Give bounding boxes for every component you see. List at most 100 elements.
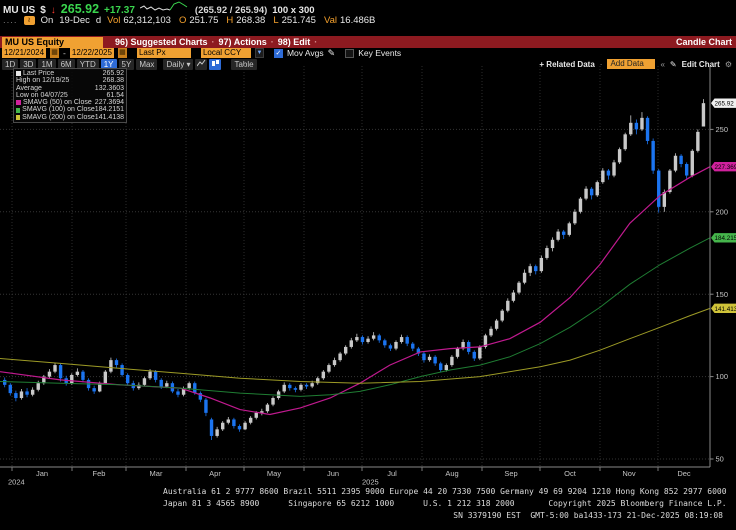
date-to-input[interactable]: 12/22/2025	[69, 48, 114, 58]
candle	[399, 337, 404, 342]
candle	[209, 419, 214, 436]
candle	[422, 353, 426, 361]
menu-item-actions[interactable]: 97) Actions	[218, 37, 267, 47]
frequency-select[interactable]: Daily ▾	[163, 58, 194, 70]
candle	[528, 266, 532, 273]
tab-1d[interactable]: 1D	[2, 58, 19, 70]
ticker: MU US	[3, 5, 36, 16]
menu-item-edit[interactable]: 98) Edit	[277, 37, 311, 47]
x-year-label: 2024	[8, 478, 25, 487]
menu-bar: MU US Equity 96) Suggested Charts · 97) Ac…	[0, 36, 736, 48]
menu-separator: ·	[211, 37, 215, 47]
edit-pencil-icon[interactable]: ✎	[669, 59, 677, 69]
candle	[433, 356, 437, 364]
chevron-down-icon[interactable]: ▼	[254, 48, 264, 58]
sma-line	[0, 237, 711, 397]
sma-line	[0, 307, 711, 384]
candle	[562, 231, 566, 235]
candle	[142, 378, 147, 385]
down-arrow-icon: ↓	[50, 5, 56, 16]
collapse-icon[interactable]: «	[660, 59, 665, 69]
mov-avgs-checkbox[interactable]: ✓	[273, 48, 283, 58]
candle	[567, 223, 571, 235]
legend-row[interactable]: SMAVG (50) on Close 227.3694	[16, 99, 124, 106]
candle	[472, 351, 476, 359]
security-input[interactable]: MU US Equity	[2, 36, 103, 48]
calendar-icon[interactable]: ▦	[50, 48, 60, 58]
chart-legend[interactable]: Last Price 265.92 High on 12/19/25 268.38 Av…	[13, 68, 127, 124]
candle	[461, 341, 465, 349]
x-month-label: Jun	[327, 469, 339, 478]
add-data-input[interactable]: Add Data	[607, 59, 656, 69]
tab-6m[interactable]: 6M	[57, 58, 75, 70]
candle	[556, 231, 560, 240]
legend-swatch	[16, 114, 21, 120]
candle-chart-icon[interactable]	[209, 58, 222, 70]
edit-avgs-pencil-icon[interactable]: ✎	[327, 47, 336, 58]
tab-5y[interactable]: 5Y	[118, 58, 135, 70]
menu-item-suggested-charts[interactable]: 96) Suggested Charts	[115, 37, 208, 47]
tab-max[interactable]: Max	[136, 58, 158, 70]
candle	[522, 272, 527, 283]
legend-row[interactable]: Average 132.3603	[16, 85, 124, 92]
legend-row[interactable]: High on 12/19/25 268.38	[16, 77, 124, 84]
currency-select[interactable]: Local CCY	[200, 48, 251, 58]
mov-avgs-label: Mov Avgs	[286, 48, 324, 58]
legend-swatch	[16, 100, 21, 106]
candle	[662, 192, 667, 207]
candle	[506, 300, 510, 311]
calendar-icon[interactable]: ▦	[117, 48, 127, 58]
related-data-button[interactable]: + Related Data	[539, 59, 595, 69]
candle	[232, 419, 236, 427]
tab-1y[interactable]: 1Y	[100, 58, 117, 70]
edit-chart-button[interactable]: Edit Chart	[681, 59, 720, 69]
tab-ytd[interactable]: YTD	[76, 58, 99, 70]
legend-row[interactable]: Low on 04/07/25 61.54	[16, 92, 124, 99]
price-chart[interactable]: 50 100 150 200 250 Jan Feb Mar Apr May Jun Jul Aug Se…	[0, 66, 736, 486]
legend-label: Last Price	[23, 70, 55, 77]
candle	[640, 117, 644, 130]
candle	[623, 134, 627, 150]
candle	[416, 348, 421, 354]
legend-label: Average	[16, 84, 42, 92]
candle	[450, 356, 454, 366]
candle	[478, 346, 482, 359]
candle	[617, 149, 622, 163]
key-events-checkbox[interactable]	[345, 48, 355, 58]
x-month-label: Apr	[209, 469, 221, 478]
gear-icon[interactable]: ⚙	[724, 59, 732, 69]
related-data-caret-icon: ·	[599, 59, 603, 69]
candle	[321, 371, 326, 379]
x-month-label: Jul	[387, 469, 397, 478]
candle	[159, 379, 163, 387]
legend-row[interactable]: SMAVG (100) on Close 184.2151	[16, 106, 124, 113]
candle	[299, 384, 303, 390]
drag-dots-icon[interactable]: ....	[3, 15, 18, 26]
alert-icon[interactable]: ≀	[23, 16, 35, 25]
candle	[125, 374, 130, 384]
tab-1m[interactable]: 1M	[38, 58, 56, 70]
field-select[interactable]: Last Px	[136, 48, 191, 58]
candle	[679, 155, 683, 165]
legend-row[interactable]: Last Price 265.92	[16, 70, 124, 77]
candle	[539, 257, 544, 272]
candle	[360, 337, 365, 342]
candle	[601, 170, 605, 183]
candle	[193, 383, 197, 394]
date-from-input[interactable]: 12/21/2024	[2, 48, 47, 58]
sparkline	[139, 1, 188, 11]
candle	[98, 383, 102, 392]
line-chart-icon[interactable]	[195, 58, 208, 70]
tab-3d[interactable]: 3D	[20, 58, 37, 70]
candle	[58, 365, 63, 379]
x-month-label: Feb	[93, 469, 106, 478]
candle	[181, 388, 186, 395]
candle	[377, 335, 381, 341]
currency: $	[40, 5, 46, 16]
quote-stats-line: .... ≀ On 19-Dec d Vol 62,312,103 O 251.75 H…	[3, 15, 375, 26]
table-button[interactable]: Table	[231, 58, 257, 70]
candle	[657, 170, 661, 207]
price-change: +17.37	[104, 5, 135, 16]
legend-row[interactable]: SMAVG (200) on Close 141.4138	[16, 114, 124, 121]
candle	[444, 365, 449, 371]
